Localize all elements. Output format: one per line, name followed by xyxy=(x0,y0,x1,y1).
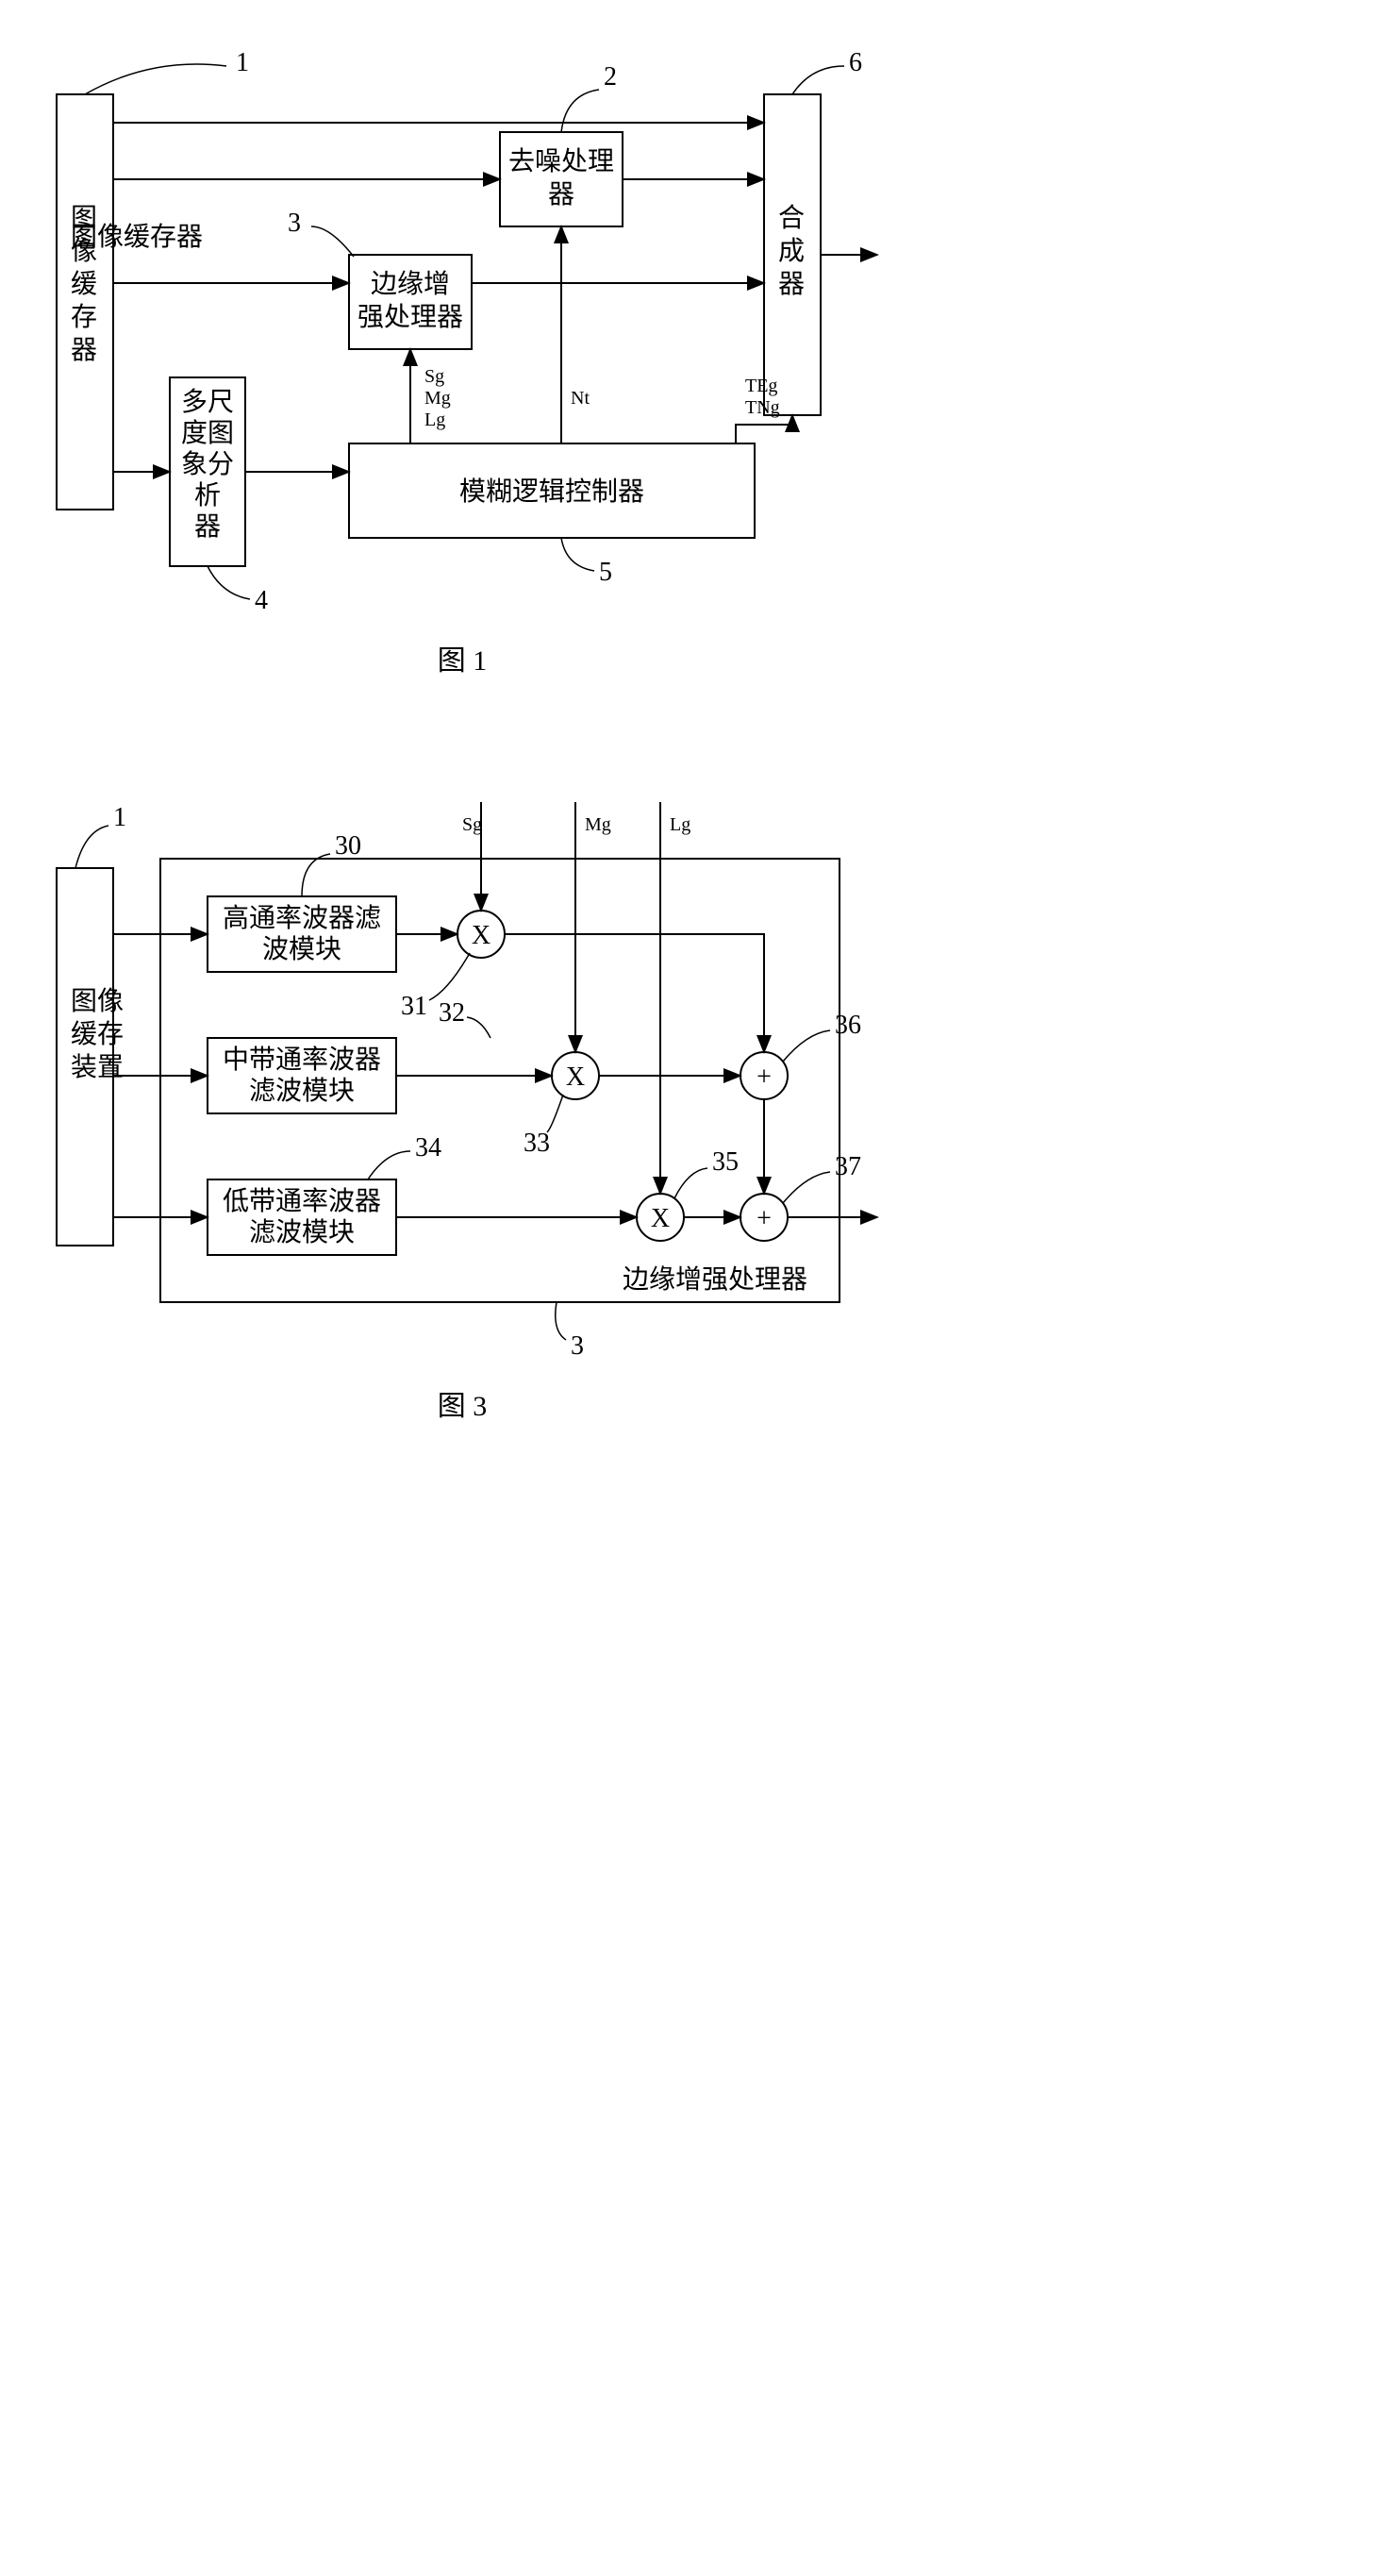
buf-l5: 器 xyxy=(71,336,97,365)
num-4: 4 xyxy=(255,586,268,615)
sig-teg: TEg xyxy=(745,376,777,396)
fig3-caption: 图 3 xyxy=(438,1391,488,1422)
sig-tng: TNg xyxy=(745,397,780,418)
fuzzy-label: 模糊逻辑控制器 xyxy=(459,477,644,507)
an-l3: 象分 xyxy=(181,449,234,479)
synth-l1: 合 xyxy=(778,203,805,233)
buf3-l1: 图像 xyxy=(71,986,124,1016)
leader-5 xyxy=(561,538,594,571)
add-36-plus: + xyxy=(757,1062,772,1092)
lbpf-l2: 滤波模块 xyxy=(249,1217,355,1247)
hpf-l1: 高通率波器滤 xyxy=(223,903,381,933)
block-buffer xyxy=(57,94,113,510)
synth-l2: 成 xyxy=(778,236,805,266)
leader-6 xyxy=(792,66,844,94)
num-31: 31 xyxy=(401,992,427,1021)
buf-l1: 图 xyxy=(71,204,97,233)
hpf-l2: 波模块 xyxy=(262,934,341,964)
num-36: 36 xyxy=(835,1011,861,1040)
mg-label: Mg xyxy=(585,814,611,835)
buf-l4: 存 xyxy=(71,302,97,332)
mbpf-l2: 滤波模块 xyxy=(249,1076,355,1106)
leader-1b xyxy=(75,826,108,868)
num-32: 32 xyxy=(439,998,465,1028)
num-6: 6 xyxy=(849,48,862,77)
num-1: 1 xyxy=(236,48,249,77)
leader-3b xyxy=(556,1302,566,1340)
add-37-plus: + xyxy=(757,1204,772,1233)
lg-label: Lg xyxy=(670,814,690,835)
an-l5: 器 xyxy=(194,512,221,542)
num-3: 3 xyxy=(288,209,301,238)
num-3b: 3 xyxy=(571,1331,584,1361)
num-34: 34 xyxy=(415,1133,441,1163)
num-1b: 1 xyxy=(113,803,126,832)
buf-l2: 像 xyxy=(71,236,97,266)
edge-l1: 边缘增 xyxy=(371,269,450,299)
num-35: 35 xyxy=(712,1147,739,1177)
lbpf-l1: 低带通率波器 xyxy=(223,1186,381,1216)
block-edge xyxy=(349,255,472,349)
num-33: 33 xyxy=(524,1129,550,1158)
leader-2 xyxy=(561,90,599,132)
block-denoise xyxy=(500,132,623,226)
sig-lg: Lg xyxy=(424,410,445,430)
buf-l3: 缓 xyxy=(71,269,97,299)
mul-lg-x: X xyxy=(651,1204,670,1233)
an-l4: 析 xyxy=(194,480,221,510)
mbpf-l1: 中带通率波器 xyxy=(223,1045,381,1075)
sig-nt: Nt xyxy=(571,388,590,409)
leader-4 xyxy=(208,566,250,599)
an-l2: 度图 xyxy=(181,418,234,448)
fig3-svg: 图像 缓存 装置 边缘增强处理器 高通率波器滤 波模块 中带通率波器 滤波模块 … xyxy=(38,774,887,1434)
num-37: 37 xyxy=(835,1152,861,1181)
figure-3: 图像 缓存 装置 边缘增强处理器 高通率波器滤 波模块 中带通率波器 滤波模块 … xyxy=(38,774,1342,1434)
buf3-l3: 装置 xyxy=(71,1052,124,1082)
fig1-svg: 图像缓存器 去噪处理 器 边缘增 强处理器 多尺 度图 象分 析 器 模糊逻辑控… xyxy=(38,38,887,698)
leader-1 xyxy=(85,64,226,94)
leader-3 xyxy=(311,226,354,257)
sig-sg: Sg xyxy=(424,366,444,387)
sg-label: Sg xyxy=(462,814,482,835)
edge-outer-label: 边缘增强处理器 xyxy=(623,1264,807,1295)
num-30: 30 xyxy=(335,831,361,861)
mul-mg-x: X xyxy=(566,1062,585,1092)
denoise-l1: 去噪处理 xyxy=(508,146,614,176)
num-2: 2 xyxy=(604,62,617,92)
num-5: 5 xyxy=(599,558,612,587)
arrow-fuzzy-synth xyxy=(736,415,792,443)
sig-mg: Mg xyxy=(424,388,451,409)
buf3-l2: 缓存 xyxy=(71,1019,124,1049)
mul-sg-x: X xyxy=(472,921,490,950)
synth-l3: 器 xyxy=(778,270,805,299)
fig1-caption: 图 1 xyxy=(438,645,488,677)
figure-1: 图像缓存器 去噪处理 器 边缘增 强处理器 多尺 度图 象分 析 器 模糊逻辑控… xyxy=(38,38,1342,698)
an-l1: 多尺 xyxy=(181,387,234,417)
denoise-l2: 器 xyxy=(548,180,574,209)
edge-l2: 强处理器 xyxy=(357,302,463,332)
